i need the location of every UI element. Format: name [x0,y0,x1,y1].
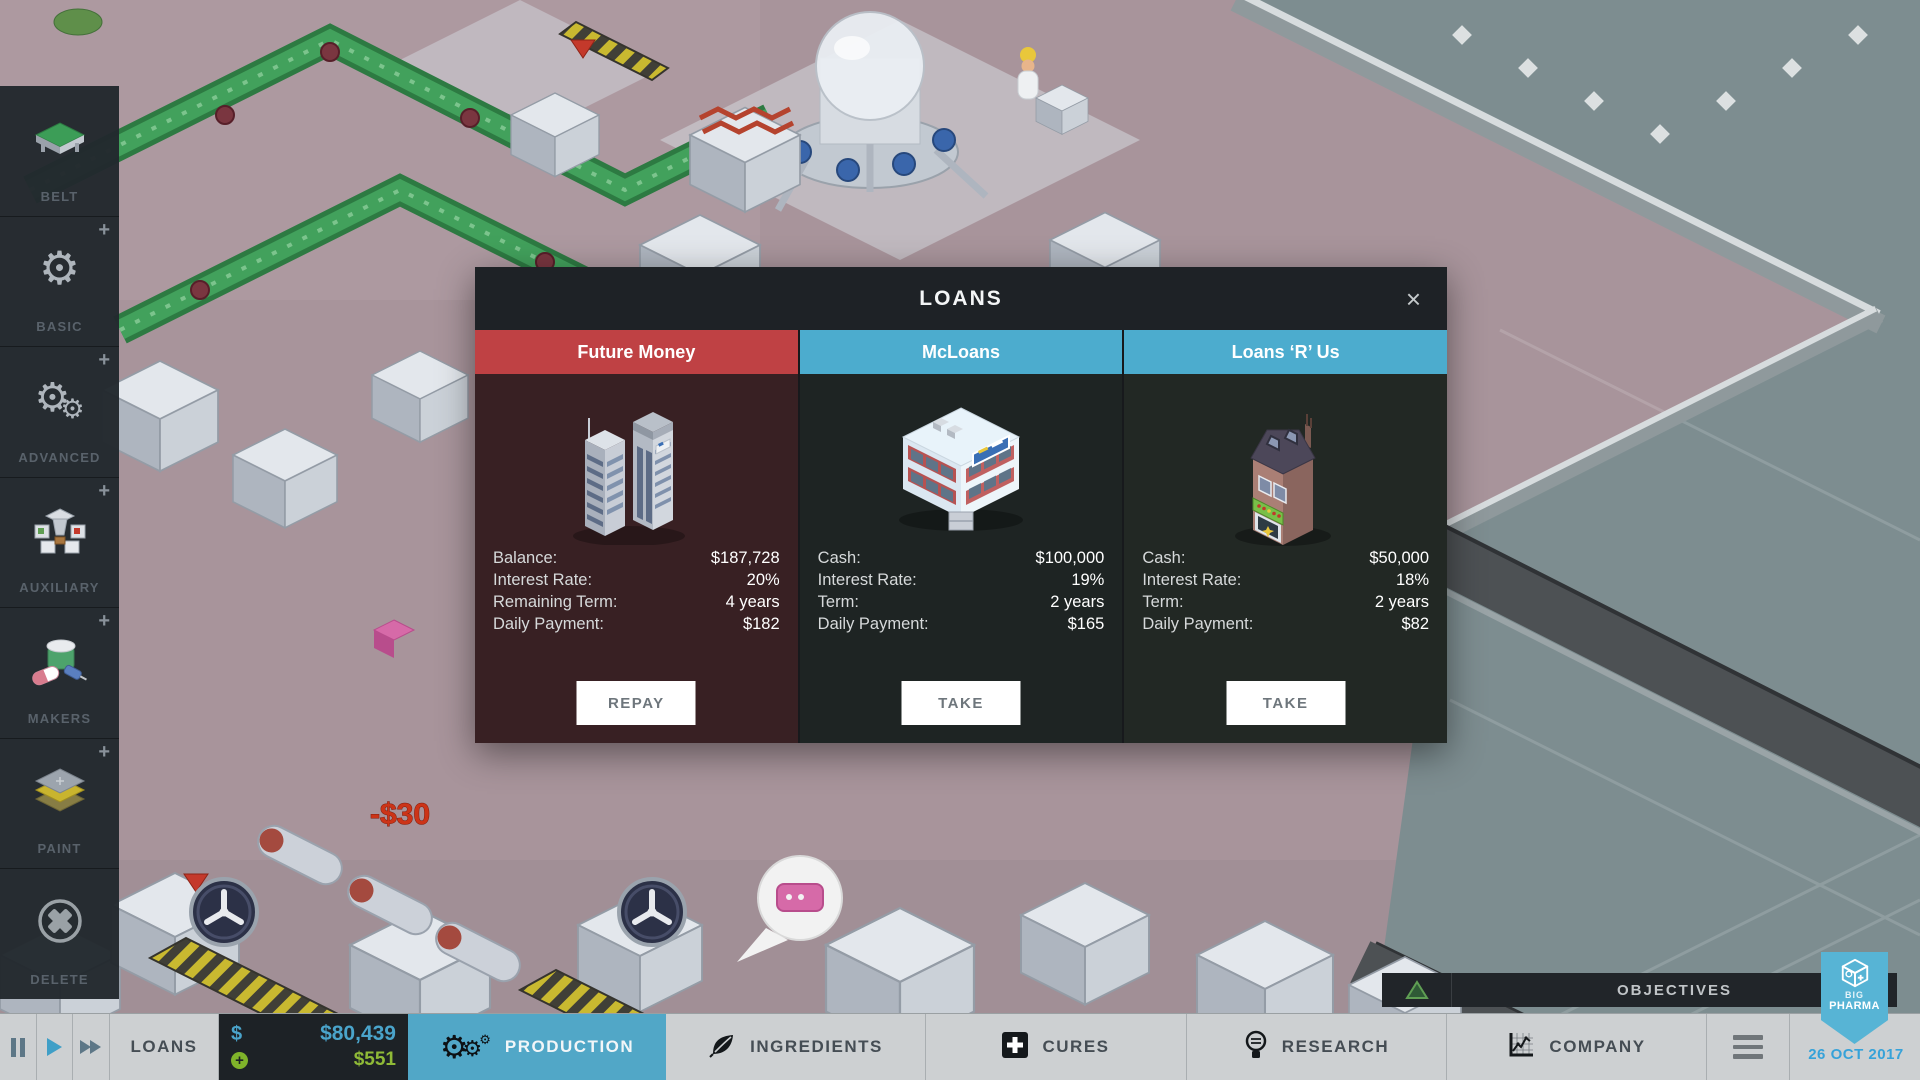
worker [1017,47,1089,135]
sidebar-item-delete[interactable]: DELETE [0,869,119,999]
loan-column-mcloans: Cash: $100,000 Interest Rate: 19% Term: 2 y… [799,374,1123,743]
loan-column-future-money: Balance: $187,728 Interest Rate: 20% Remai… [475,374,798,743]
pause-button[interactable] [0,1014,37,1080]
sidebar-item-makers[interactable]: + MAKERS [0,608,119,739]
sidebar-item-label: AUXILIARY [19,580,100,596]
direction-markers [183,39,596,893]
sidebar-item-auxiliary[interactable]: + AUXILIARY [0,478,119,609]
sidebar-item-label: PAINT [37,841,82,857]
floating-cost: -$30 [370,798,430,831]
expand-plus-icon[interactable]: + [98,479,110,502]
plant [53,8,103,36]
tab-mcloans[interactable]: McLoans [799,330,1123,374]
cash-symbol: $ [231,1022,243,1045]
pill-jar-icon [0,608,119,711]
tab-future-money[interactable]: Future Money [475,330,798,374]
loan-provider-columns: Balance: $187,728 Interest Rate: 20% Remai… [475,374,1448,743]
sidebar-item-paint[interactable]: + PAINT [0,739,119,870]
sidebar-item-label: MAKERS [27,710,92,726]
cash-balance: $80,439 [320,1022,396,1045]
build-toolbar: BELT + ⚙ BASIC + ⚙ ⚙ ADVANCED + [0,86,119,999]
tab-cures[interactable]: CURES [926,1014,1187,1080]
money-panel: $ $80,439 + $551 [219,1014,408,1080]
fast-forward-button[interactable] [73,1014,110,1080]
pink-machine-part [372,619,416,658]
income-plus-icon: + [231,1051,248,1069]
tab-loans-r-us[interactable]: Loans ‘R’ Us [1124,330,1448,374]
daily-income: $551 [353,1049,396,1070]
speech-bubble [737,855,843,962]
sidebar-item-label: BELT [40,188,79,204]
tab-ingredients[interactable]: INGREDIENTS [666,1014,926,1080]
expand-plus-icon[interactable]: + [98,610,110,633]
bottom-bar: LOANS $ $80,439 + $551 ⚙ ⚙ ⚙ PRODUCTION [0,1013,1920,1080]
bank-towers-illustration [561,390,711,550]
sidebar-item-label: ADVANCED [18,449,101,465]
pause-icon [11,1037,25,1057]
office-building-illustration [881,390,1041,545]
game-date: 26 OCT 2017 [1808,1046,1904,1063]
loans-dialog: LOANS × Future Money McLoans Loans ‘R’ U… [475,267,1448,743]
expand-plus-icon[interactable]: + [98,218,110,241]
gear-icon: ⚙ [38,240,81,295]
auxiliary-machine-icon [0,478,119,581]
loan-stats: Cash: $50,000 Interest Rate: 18% Term: 2 ye… [1142,549,1430,633]
paint-layers-icon [0,739,119,842]
heater-machine [689,106,801,213]
sidebar-item-basic[interactable]: + ⚙ BASIC [0,217,119,348]
objectives-bar[interactable]: OBJECTIVES [1382,973,1897,1007]
tab-research[interactable]: RESEARCH [1187,1014,1447,1080]
gears-icon: ⚙ ⚙ [34,375,85,425]
hamburger-icon [1733,1035,1763,1059]
tanks [257,824,521,983]
sidebar-item-advanced[interactable]: + ⚙ ⚙ ADVANCED [0,347,119,478]
sidebar-item-belt[interactable]: BELT [0,86,119,217]
fast-forward-icon [80,1040,101,1054]
play-button[interactable] [37,1014,73,1080]
play-icon [47,1038,62,1056]
circle-x-icon [0,869,119,972]
tab-production[interactable]: ⚙ ⚙ ⚙ PRODUCTION [408,1014,666,1080]
loans-dialog-header: LOANS × [475,267,1447,330]
objectives-expand-icon[interactable] [1382,973,1452,1007]
gears-icon: ⚙ ⚙ ⚙ [439,1028,491,1066]
lightbulb-icon [1244,1030,1268,1065]
take-loan-button[interactable]: TAKE [901,681,1021,725]
logo-text-big: BIG [1844,990,1864,1000]
leaf-icon [708,1031,736,1064]
loan-stats: Cash: $100,000 Interest Rate: 19% Term: 2 y… [817,549,1105,633]
cross-icon [1002,1031,1029,1063]
take-loan-button[interactable]: TAKE [1226,681,1346,725]
ingredient-blobs [190,42,555,300]
chart-icon [1507,1031,1535,1064]
sidebar-item-label: DELETE [30,972,89,988]
repay-button[interactable]: REPAY [576,681,696,725]
loan-column-loans-r-us: Cash: $50,000 Interest Rate: 18% Term: 2 ye… [1124,374,1448,743]
loan-stats: Balance: $187,728 Interest Rate: 20% Remai… [493,549,780,633]
expand-plus-icon[interactable]: + [98,740,110,763]
logo-text-pharma: PHARMA [1829,1000,1880,1012]
objectives-label: OBJECTIVES [1616,981,1733,999]
tab-company[interactable]: COMPANY [1447,1014,1707,1080]
loans-button[interactable]: LOANS [110,1014,219,1080]
conveyor-belt-icon [0,86,119,189]
fan-machine [191,879,257,945]
fan-machine [619,879,685,945]
dialog-title: LOANS [919,286,1003,310]
cube-logo-icon [1841,958,1868,988]
expand-plus-icon[interactable]: + [98,349,110,372]
shop-building-illustration [1221,390,1351,555]
sidebar-item-label: BASIC [36,319,83,335]
close-icon[interactable]: × [1405,283,1421,314]
menu-button[interactable] [1707,1014,1790,1080]
loan-provider-tabs: Future Money McLoans Loans ‘R’ Us [475,330,1448,374]
